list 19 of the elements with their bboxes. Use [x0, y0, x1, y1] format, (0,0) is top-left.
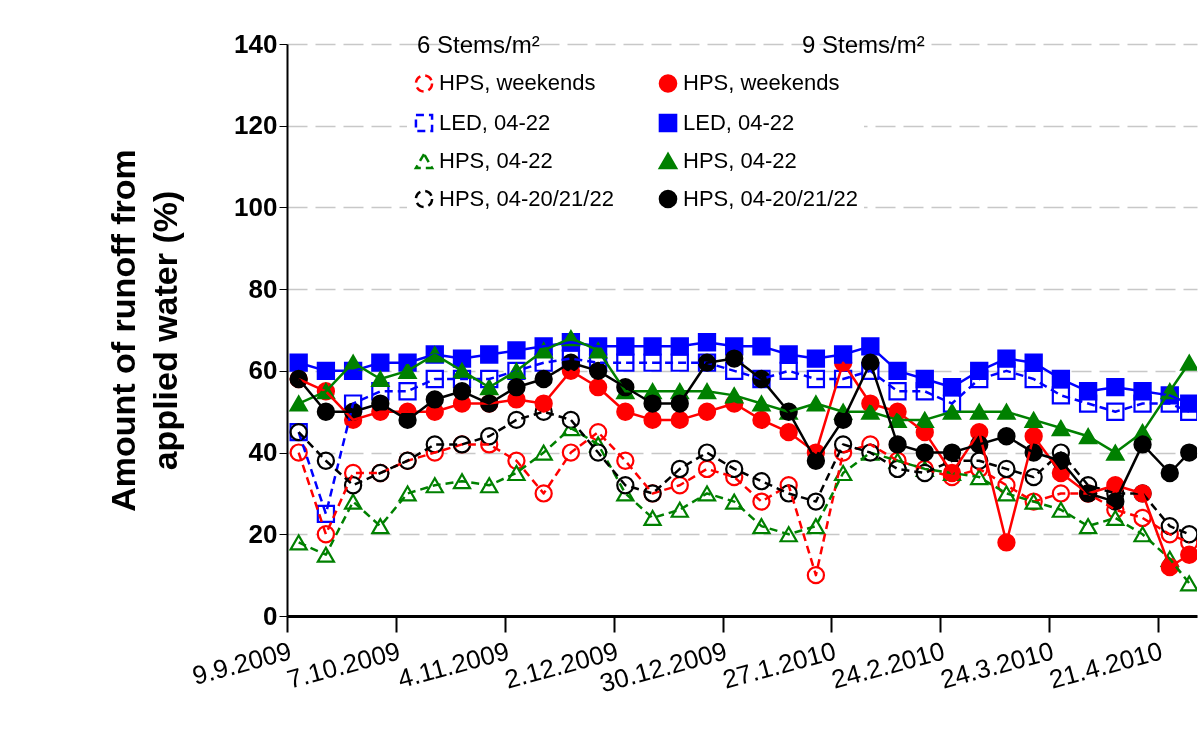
y-tick-label: 120 [234, 110, 278, 141]
legend-label: HPS, 04-20/21/22 [439, 186, 614, 211]
y-tick-label: 140 [234, 28, 278, 59]
y-tick-label: 80 [248, 273, 278, 304]
annotation: 6 Stems/m² [417, 31, 540, 58]
legend-label: LED, 04-22 [683, 110, 795, 135]
legend-label: HPS, weekends [683, 70, 840, 96]
y-tick-label: 60 [248, 355, 278, 386]
legend-label: HPS, 04-22 [683, 148, 797, 173]
legend-label: HPS, 04-20/21/22 [683, 186, 858, 211]
y-tick-label: 100 [234, 191, 278, 222]
y-tick-label: 40 [248, 437, 278, 468]
legend-label: HPS, weekends [439, 70, 596, 96]
legend-label: LED, 04-22 [439, 110, 551, 135]
legend-label: HPS, 04-22 [439, 148, 553, 173]
y-tick-label: 20 [248, 518, 278, 549]
y-axis-title: Amount of runoff from applied water (%) [104, 149, 185, 512]
annotation: 9 Stems/m² [802, 31, 925, 58]
y-tick-label: 0 [263, 600, 278, 631]
